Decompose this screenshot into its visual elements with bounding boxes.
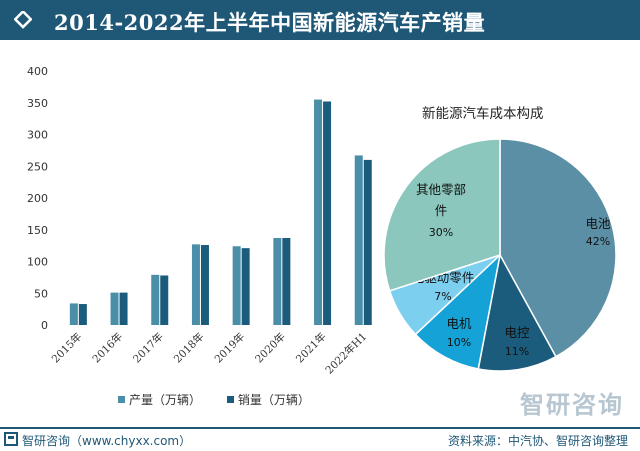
bar-production bbox=[69, 303, 78, 325]
y-tick-label: 250 bbox=[27, 160, 48, 173]
x-tick-label: 2020年 bbox=[252, 330, 288, 366]
bar-sales bbox=[160, 275, 169, 325]
pie-slice bbox=[477, 252, 557, 372]
bar-sales bbox=[241, 248, 250, 325]
legend-swatch-sales bbox=[226, 396, 234, 403]
bar-sales bbox=[200, 244, 209, 325]
y-tick-label: 350 bbox=[27, 97, 48, 110]
pie-slice bbox=[414, 252, 502, 370]
bar-production bbox=[354, 155, 363, 325]
bar-production bbox=[151, 274, 160, 325]
bar-sales bbox=[323, 101, 332, 325]
legend-label-production: 产量（万辆） bbox=[129, 393, 202, 407]
bar-sales bbox=[78, 304, 87, 325]
page-title: 2014-2022年上半年中国新能源汽车产销量 bbox=[54, 10, 486, 35]
x-tick-label: 2017年 bbox=[130, 330, 166, 366]
y-tick-label: 50 bbox=[34, 287, 48, 300]
bar-production bbox=[232, 246, 241, 325]
footer-site: 智研咨询（www.chyxx.com） bbox=[22, 434, 192, 448]
x-tick-label: 2022年H1 bbox=[323, 330, 370, 377]
pie-slice-label: 电池 bbox=[585, 216, 611, 231]
x-tick-label: 2018年 bbox=[171, 330, 207, 366]
bar-sales bbox=[282, 238, 291, 325]
pie-slice-pct: 30% bbox=[429, 226, 453, 239]
watermark-logo: 智研咨询 bbox=[520, 391, 624, 419]
legend-item-production: 产量（万辆） bbox=[118, 391, 201, 408]
y-tick-label: 200 bbox=[27, 192, 48, 205]
pie-slice-pct: 11% bbox=[505, 345, 529, 358]
pie-title: 新能源汽车成本构成 bbox=[422, 106, 544, 122]
bar-production bbox=[273, 238, 282, 325]
bar-sales bbox=[363, 159, 372, 325]
chevron-icon bbox=[14, 11, 32, 29]
pie-slice-label: 电机 bbox=[446, 316, 472, 331]
legend-label-sales: 销量（万辆） bbox=[237, 393, 310, 407]
title-bar: 2014-2022年上半年中国新能源汽车产销量 bbox=[0, 0, 640, 40]
bar-production bbox=[191, 244, 200, 325]
y-tick-label: 100 bbox=[27, 256, 48, 269]
pie-slice-pct: 42% bbox=[586, 235, 610, 248]
x-tick-label: 2019年 bbox=[212, 330, 248, 366]
bar-sales bbox=[119, 292, 128, 325]
footer-source: 资料来源：中汽协、智研咨询整理 bbox=[447, 434, 628, 448]
bar-legend: 产量（万辆） 销量（万辆） bbox=[118, 391, 332, 408]
pie-slice bbox=[499, 138, 617, 358]
bar-production bbox=[314, 99, 323, 325]
bar-production bbox=[110, 292, 119, 325]
x-tick-label: 2016年 bbox=[90, 330, 126, 366]
brand-logo-icon bbox=[4, 432, 18, 446]
y-tick-label: 400 bbox=[27, 65, 48, 78]
y-tick-label: 0 bbox=[41, 319, 48, 332]
pie-slice bbox=[383, 138, 501, 292]
pie-slice-pct: 7% bbox=[434, 290, 451, 303]
pie-slice-label: 其他零部 bbox=[416, 182, 466, 197]
pie-slice-label: 电控 bbox=[504, 325, 530, 340]
pie-slice-label: 件 bbox=[435, 203, 448, 218]
x-tick-label: 2015年 bbox=[49, 330, 85, 366]
legend-swatch-production bbox=[118, 396, 125, 403]
footer-divider bbox=[0, 427, 640, 429]
pie-slice-pct: 10% bbox=[447, 336, 471, 349]
legend-item-sales: 销量（万辆） bbox=[226, 391, 310, 408]
y-tick-label: 150 bbox=[27, 224, 48, 237]
y-tick-label: 300 bbox=[27, 129, 48, 142]
x-tick-label: 2021年 bbox=[293, 330, 329, 366]
